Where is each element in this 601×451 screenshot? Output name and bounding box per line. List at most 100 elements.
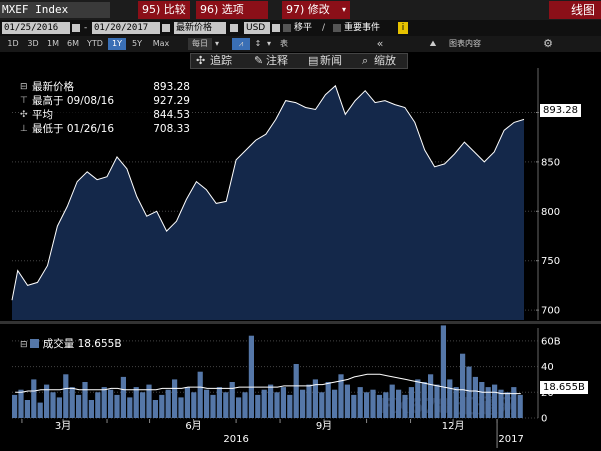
annotate-icon[interactable]: ✎ xyxy=(254,54,264,67)
volume-bar xyxy=(415,379,421,418)
volume-bar xyxy=(120,376,126,418)
options-menu[interactable]: 96) 选项 xyxy=(196,1,268,19)
frequency-dropdown-icon[interactable]: ▾ xyxy=(214,39,219,48)
volume-bar xyxy=(63,374,69,418)
period-ytd[interactable]: YTD xyxy=(87,39,103,48)
volume-bar xyxy=(434,384,440,418)
volume-bar xyxy=(268,384,274,418)
volume-legend-value: 18.655B xyxy=(77,338,122,350)
sort-icon[interactable]: ↕ xyxy=(254,39,262,48)
volume-bar xyxy=(69,387,75,418)
volume-bar xyxy=(140,392,146,418)
volume-bar xyxy=(216,387,222,418)
legend-label: 最低于 01/26/16 xyxy=(32,123,114,135)
period-1m[interactable]: 1M xyxy=(47,39,59,48)
volume-bar xyxy=(159,394,165,418)
volume-bar xyxy=(184,387,190,418)
field-dropdown-icon[interactable] xyxy=(230,24,238,32)
frequency-select[interactable]: 每日 xyxy=(188,38,212,50)
zoom-button[interactable]: 缩放 xyxy=(374,54,396,67)
legend-row-average[interactable]: ✣ 平均 844.53 xyxy=(20,108,190,122)
volume-bar xyxy=(108,389,114,418)
annotate-button[interactable]: 注释 xyxy=(266,54,288,67)
volume-bar xyxy=(517,394,523,418)
price-area xyxy=(12,85,524,320)
panel-divider[interactable] xyxy=(0,321,601,324)
legend-value: 708.33 xyxy=(153,123,190,135)
legend-label: 平均 xyxy=(32,109,53,121)
calendar-icon[interactable] xyxy=(72,24,80,32)
volume-bar xyxy=(440,325,446,418)
volume-bar xyxy=(172,379,178,418)
chart-content-icon[interactable]: ⛰ xyxy=(429,39,437,48)
pencil-icon[interactable]: / xyxy=(322,23,326,33)
legend-row-low[interactable]: ⊥ 最低于 01/26/16 708.33 xyxy=(20,122,190,136)
year-label: 2016 xyxy=(223,434,248,445)
zoom-icon[interactable]: ⌕ xyxy=(362,54,369,67)
legend-row-high[interactable]: ⊤ 最高于 09/08/16 927.29 xyxy=(20,94,190,108)
edit-menu[interactable]: 97) 修改 xyxy=(282,1,342,19)
ma-checkbox[interactable] xyxy=(283,24,291,32)
table-label[interactable]: 表 xyxy=(280,39,288,48)
events-checkbox[interactable] xyxy=(333,24,341,32)
end-date-field[interactable]: 01/20/2017 xyxy=(92,22,160,34)
ticker-field[interactable]: MXEF Index xyxy=(0,2,110,18)
volume-bar xyxy=(242,392,248,418)
collapse-icon[interactable]: « xyxy=(376,37,384,50)
period-6m[interactable]: 6M xyxy=(67,39,79,48)
period-1y[interactable]: 1Y xyxy=(108,38,126,50)
x-tick-label: 12月 xyxy=(442,420,465,432)
volume-bar xyxy=(12,394,18,418)
start-date-field[interactable]: 01/25/2016 xyxy=(2,22,70,34)
chart-toolbar xyxy=(190,53,408,69)
volume-bar xyxy=(325,382,331,418)
volume-legend-label: 成交量 xyxy=(42,338,75,350)
compare-menu[interactable]: 95) 比较 xyxy=(138,1,190,19)
edit-dropdown-icon[interactable]: ▾ xyxy=(342,1,350,19)
volume-bar xyxy=(453,387,459,418)
volume-legend[interactable]: ⊟ 成交量 18.655B xyxy=(20,337,122,352)
legend-value: 893.28 xyxy=(153,81,190,93)
volume-bar xyxy=(511,387,517,418)
volume-bar xyxy=(357,387,363,418)
news-icon[interactable]: ▤ xyxy=(308,54,319,67)
x-tick-label: 9月 xyxy=(316,420,332,432)
line-chart-icon[interactable]: ⩘ xyxy=(232,38,250,50)
period-5y[interactable]: 5Y xyxy=(132,39,142,48)
events-label: 重要事件 xyxy=(344,23,381,33)
volume-bar xyxy=(204,389,210,418)
price-y-tick-label: 800 xyxy=(541,207,560,218)
news-button[interactable]: 新闻 xyxy=(320,54,342,67)
period-1d[interactable]: 1D xyxy=(7,39,19,48)
legend-row-last[interactable]: ⊟ 最新价格 893.28 xyxy=(20,80,190,94)
field-select[interactable]: 最新价格 xyxy=(174,22,226,34)
chart-content-label[interactable]: 图表内容 xyxy=(449,39,481,48)
period-max[interactable]: Max xyxy=(152,39,170,48)
price-line xyxy=(11,84,525,301)
volume-bar xyxy=(396,389,402,418)
volume-bar xyxy=(447,379,453,418)
volume-bar xyxy=(261,389,267,418)
volume-bar xyxy=(428,374,434,418)
period-3d[interactable]: 3D xyxy=(27,39,39,48)
volume-bar xyxy=(293,364,299,418)
price-legend: ⊟ 最新价格 893.28 ⊤ 最高于 09/08/16 927.29 ✣ 平均… xyxy=(20,80,190,144)
volume-bar xyxy=(82,382,88,418)
volume-bar xyxy=(101,387,107,418)
volume-bar xyxy=(280,387,286,418)
legend-icon: ⊥ xyxy=(20,124,28,134)
info-icon[interactable]: i xyxy=(398,22,408,34)
currency-dropdown-icon[interactable] xyxy=(272,24,280,32)
currency-select[interactable]: USD xyxy=(244,22,270,34)
track-button[interactable]: 追踪 xyxy=(210,54,232,67)
volume-bar xyxy=(76,394,82,418)
settings-gear-icon[interactable]: ⚙ xyxy=(543,37,553,50)
track-icon[interactable]: ✣ xyxy=(196,54,206,67)
calendar-icon[interactable] xyxy=(162,24,170,32)
volume-bar xyxy=(248,335,254,418)
sort-dropdown-icon[interactable]: ▾ xyxy=(266,39,271,48)
volume-bar xyxy=(504,392,510,418)
volume-ma-line xyxy=(15,373,521,395)
legend-label: 最新价格 xyxy=(32,81,74,93)
